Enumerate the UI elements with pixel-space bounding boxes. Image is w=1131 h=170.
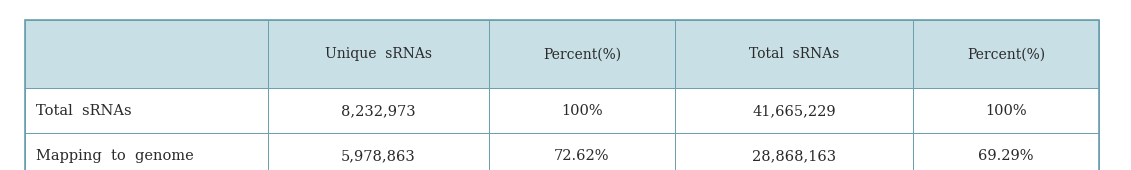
Text: Percent(%): Percent(%) (543, 47, 621, 61)
Text: 100%: 100% (985, 104, 1027, 118)
Bar (25, 88, 268, 133)
Bar (489, 88, 675, 133)
Text: Mapping  to  genome: Mapping to genome (36, 149, 193, 163)
Text: Percent(%): Percent(%) (967, 47, 1045, 61)
Text: 100%: 100% (561, 104, 603, 118)
Bar (268, 88, 489, 133)
Bar (675, 133, 913, 170)
Bar (489, 20, 675, 88)
Text: 72.62%: 72.62% (554, 149, 610, 163)
Bar (25, 20, 268, 88)
Text: 28,868,163: 28,868,163 (752, 149, 836, 163)
Bar (675, 88, 913, 133)
Text: Total  sRNAs: Total sRNAs (36, 104, 132, 118)
Bar (913, 133, 1099, 170)
Bar (675, 20, 913, 88)
Bar (268, 133, 489, 170)
Bar (489, 133, 675, 170)
Text: 69.29%: 69.29% (978, 149, 1034, 163)
Text: Unique  sRNAs: Unique sRNAs (325, 47, 432, 61)
Text: 41,665,229: 41,665,229 (752, 104, 836, 118)
Bar (268, 20, 489, 88)
Bar (913, 88, 1099, 133)
Text: 5,978,863: 5,978,863 (340, 149, 416, 163)
Text: 8,232,973: 8,232,973 (342, 104, 415, 118)
Bar (25, 133, 268, 170)
Bar (913, 20, 1099, 88)
Text: Total  sRNAs: Total sRNAs (749, 47, 839, 61)
